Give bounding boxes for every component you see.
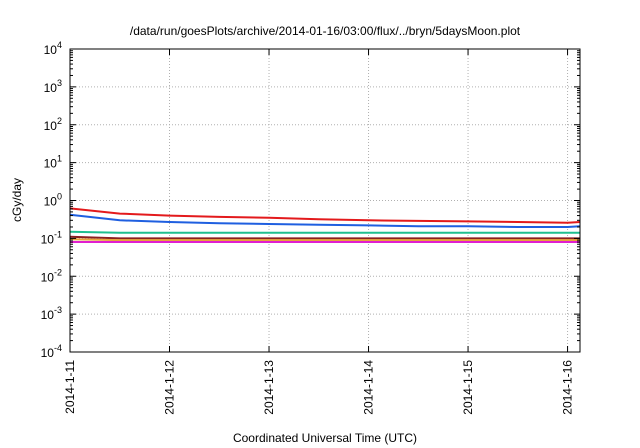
y-tick-label: 101 — [44, 154, 62, 171]
series-line-2 — [69, 213, 581, 228]
y-tick-base: 10 — [41, 308, 55, 322]
y-tick-label: 10-3 — [41, 305, 62, 322]
x-axis-label: Coordinated Universal Time (UTC) — [233, 431, 417, 445]
y-tick-label: 10-4 — [41, 343, 62, 360]
x-tick-label: 2014-1-15 — [461, 360, 475, 415]
y-tick-label: 10-2 — [41, 267, 62, 284]
y-axis-label: cGy/day — [10, 178, 24, 222]
y-tick-exponent: 1 — [57, 154, 62, 164]
y-tick-exponent: -1 — [54, 229, 62, 239]
y-tick-base: 10 — [41, 270, 55, 284]
y-tick-exponent: -4 — [54, 343, 62, 353]
series-line-5 — [69, 238, 580, 242]
y-tick-base: 10 — [41, 232, 55, 246]
y-tick-exponent: 0 — [57, 192, 62, 202]
y-tick-base: 10 — [41, 346, 55, 360]
y-tick-exponent: -3 — [54, 305, 62, 315]
y-tick-base: 10 — [44, 157, 58, 171]
y-tick-exponent: 3 — [57, 78, 62, 88]
x-tick-label: 2014-1-13 — [262, 360, 276, 415]
y-tick-exponent: -2 — [54, 267, 62, 277]
x-tick-label: 2014-1-14 — [362, 360, 376, 415]
chart-title: /data/run/goesPlots/archive/2014-01-16/0… — [130, 24, 521, 38]
series-line-4 — [69, 235, 580, 240]
x-tick-label: 2014-1-11 — [63, 360, 77, 414]
y-tick-base: 10 — [44, 81, 58, 95]
y-tick-base: 10 — [44, 43, 58, 57]
grid-lines — [70, 49, 580, 352]
x-tick-labels: 2014-1-11 2014-1-12 2014-1-13 2014-1-14 2014… — [63, 360, 575, 415]
series-line-1 — [69, 207, 581, 224]
y-tick-label: 102 — [44, 116, 62, 133]
series-line-3 — [69, 230, 580, 234]
series-lines — [69, 207, 581, 243]
y-tick-base: 10 — [44, 119, 58, 133]
y-tick-label: 104 — [44, 40, 62, 57]
y-tick-label: 10-1 — [41, 229, 62, 246]
y-tick-label: 103 — [44, 78, 62, 95]
y-tick-exponent: 2 — [57, 116, 62, 126]
x-tick-label: 2014-1-12 — [163, 360, 177, 415]
axis-ticks — [69, 48, 580, 353]
y-tick-exponent: 4 — [57, 40, 62, 50]
y-tick-label: 100 — [44, 192, 62, 209]
x-tick-label: 2014-1-16 — [561, 360, 575, 415]
y-tick-base: 10 — [44, 195, 58, 209]
